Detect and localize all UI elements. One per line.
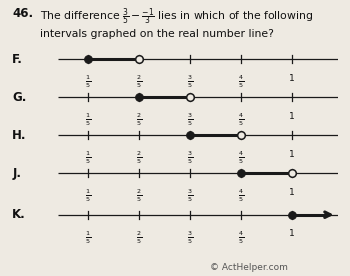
Text: J.: J. bbox=[12, 167, 21, 180]
Text: $\frac{2}{5}$: $\frac{2}{5}$ bbox=[136, 150, 142, 166]
Text: F.: F. bbox=[12, 53, 23, 66]
Text: $\frac{4}{5}$: $\frac{4}{5}$ bbox=[238, 229, 244, 246]
Text: 1: 1 bbox=[289, 188, 295, 197]
Text: intervals graphed on the real number line?: intervals graphed on the real number lin… bbox=[40, 29, 274, 39]
Text: $\frac{1}{5}$: $\frac{1}{5}$ bbox=[85, 112, 91, 128]
Text: $\frac{3}{5}$: $\frac{3}{5}$ bbox=[187, 74, 193, 91]
Text: $\frac{1}{5}$: $\frac{1}{5}$ bbox=[85, 188, 91, 205]
Text: 1: 1 bbox=[289, 112, 295, 121]
Text: $\frac{2}{5}$: $\frac{2}{5}$ bbox=[136, 229, 142, 246]
Text: $\frac{4}{5}$: $\frac{4}{5}$ bbox=[238, 188, 244, 205]
Text: 1: 1 bbox=[289, 74, 295, 83]
Text: $\frac{2}{5}$: $\frac{2}{5}$ bbox=[136, 74, 142, 91]
Text: K.: K. bbox=[12, 208, 26, 221]
Text: The difference $\frac{3}{5} - \frac{-1}{3}$ lies in which of the following: The difference $\frac{3}{5} - \frac{-1}{… bbox=[40, 7, 314, 28]
Text: $\frac{2}{5}$: $\frac{2}{5}$ bbox=[136, 112, 142, 128]
Text: $\frac{3}{5}$: $\frac{3}{5}$ bbox=[187, 188, 193, 205]
Text: $\frac{1}{5}$: $\frac{1}{5}$ bbox=[85, 150, 91, 166]
Text: © ActHelper.com: © ActHelper.com bbox=[210, 263, 288, 272]
Text: G.: G. bbox=[12, 91, 27, 104]
Text: $\frac{1}{5}$: $\frac{1}{5}$ bbox=[85, 74, 91, 91]
Text: $\frac{3}{5}$: $\frac{3}{5}$ bbox=[187, 112, 193, 128]
Text: 46.: 46. bbox=[12, 7, 33, 20]
Text: $\frac{4}{5}$: $\frac{4}{5}$ bbox=[238, 74, 244, 91]
Text: 1: 1 bbox=[289, 150, 295, 159]
Text: 1: 1 bbox=[289, 229, 295, 238]
Text: $\frac{1}{5}$: $\frac{1}{5}$ bbox=[85, 229, 91, 246]
Text: H.: H. bbox=[12, 129, 27, 142]
Text: $\frac{4}{5}$: $\frac{4}{5}$ bbox=[238, 150, 244, 166]
Text: $\frac{4}{5}$: $\frac{4}{5}$ bbox=[238, 112, 244, 128]
Text: $\frac{3}{5}$: $\frac{3}{5}$ bbox=[187, 229, 193, 246]
Text: $\frac{2}{5}$: $\frac{2}{5}$ bbox=[136, 188, 142, 205]
Text: $\frac{3}{5}$: $\frac{3}{5}$ bbox=[187, 150, 193, 166]
